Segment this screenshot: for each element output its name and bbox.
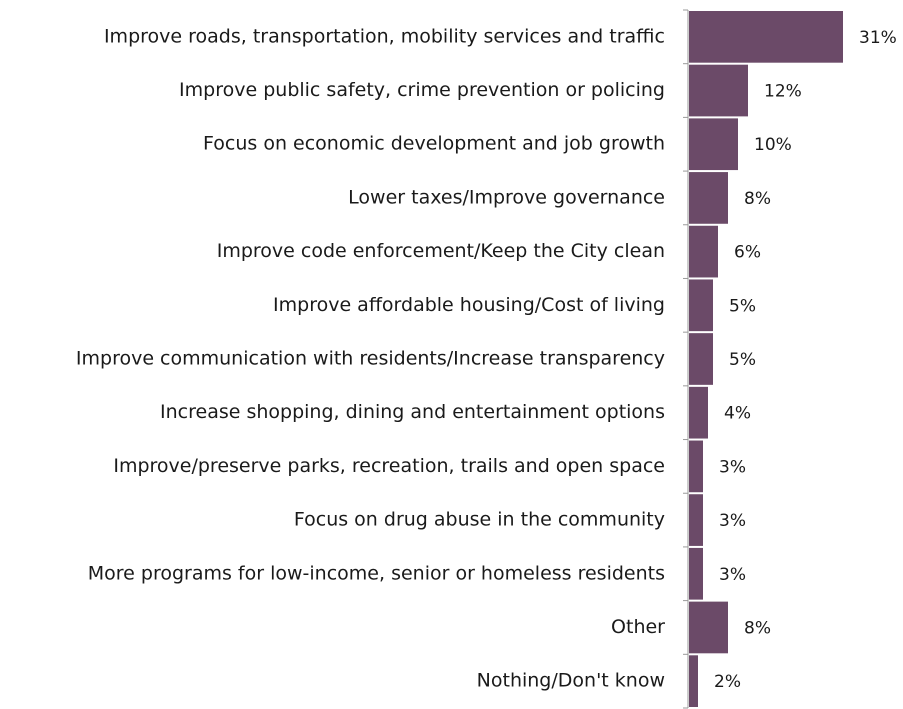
bar bbox=[689, 494, 703, 546]
value-label: 5% bbox=[729, 296, 756, 316]
bar bbox=[689, 279, 713, 332]
category-label: Improve/preserve parks, recreation, trai… bbox=[113, 455, 665, 477]
value-label: 12% bbox=[764, 82, 802, 102]
value-label: 31% bbox=[859, 28, 897, 48]
value-label: 5% bbox=[729, 350, 756, 370]
category-label: Focus on drug abuse in the community bbox=[294, 509, 665, 531]
bar bbox=[689, 655, 698, 707]
value-label: 4% bbox=[724, 404, 751, 424]
value-label: 2% bbox=[714, 672, 741, 692]
value-label: 3% bbox=[719, 565, 746, 585]
category-label: Improve code enforcement/Keep the City c… bbox=[217, 240, 665, 262]
category-label: Improve public safety, crime prevention … bbox=[179, 79, 665, 101]
bar bbox=[689, 172, 728, 224]
category-label: Lower taxes/Improve governance bbox=[348, 186, 665, 208]
value-label: 6% bbox=[734, 243, 761, 263]
category-label: Focus on economic development and job gr… bbox=[203, 133, 665, 155]
category-label: Nothing/Don't know bbox=[477, 670, 665, 692]
bar bbox=[689, 118, 738, 171]
value-label: 10% bbox=[754, 135, 792, 155]
bar bbox=[689, 225, 718, 278]
value-label: 8% bbox=[744, 618, 771, 638]
category-label: Improve communication with residents/Inc… bbox=[76, 348, 665, 370]
value-label: 8% bbox=[744, 189, 771, 209]
bar bbox=[689, 11, 843, 63]
bar bbox=[689, 64, 748, 117]
value-label: 3% bbox=[719, 457, 746, 477]
category-label: Other bbox=[611, 616, 665, 638]
category-label: More programs for low-income, senior or … bbox=[88, 562, 665, 584]
category-label: Increase shopping, dining and entertainm… bbox=[160, 401, 665, 423]
bar bbox=[689, 440, 703, 493]
bar bbox=[689, 547, 703, 600]
value-label: 3% bbox=[719, 511, 746, 531]
category-label: Improve roads, transportation, mobility … bbox=[104, 25, 665, 47]
bar bbox=[689, 601, 728, 654]
category-label: Improve affordable housing/Cost of livin… bbox=[273, 294, 665, 316]
bar bbox=[689, 386, 708, 439]
bar bbox=[689, 333, 713, 385]
